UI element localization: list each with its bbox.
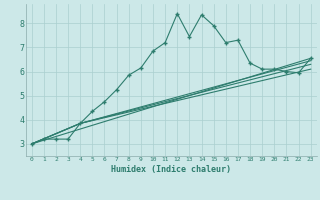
X-axis label: Humidex (Indice chaleur): Humidex (Indice chaleur) — [111, 165, 231, 174]
